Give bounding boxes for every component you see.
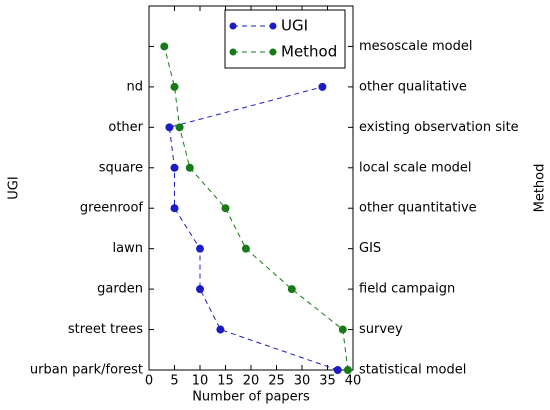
legend-box	[224, 9, 346, 69]
x-tick-label: 30	[294, 374, 311, 389]
legend-marker	[229, 22, 237, 30]
y2-axis-label: Method	[533, 164, 548, 213]
data-point	[338, 325, 347, 334]
y-tick-label: greenroof	[80, 201, 144, 216]
y2-tick-label: existing observation site	[359, 120, 519, 135]
x-tick-label: 25	[268, 374, 285, 389]
y-tick-label: garden	[97, 282, 143, 297]
y-tick-label: street trees	[68, 322, 143, 337]
data-point	[221, 204, 230, 213]
data-point	[318, 82, 327, 91]
data-point	[165, 123, 174, 132]
x-tick-label: 5	[170, 374, 178, 389]
legend-marker	[269, 48, 277, 56]
y2-tick-label: statistical model	[359, 363, 466, 378]
data-point	[333, 366, 342, 374]
x-tick-label: 20	[243, 374, 260, 389]
data-point	[160, 42, 169, 51]
legend-label: Method	[281, 43, 337, 61]
data-point	[196, 244, 204, 253]
y2-tick-label: field campaign	[359, 282, 455, 297]
x-tick-label: 40	[345, 374, 362, 389]
data-point	[170, 204, 179, 213]
data-point	[343, 366, 352, 374]
y2-tick-label: local scale model	[359, 160, 472, 175]
data-point	[196, 285, 204, 294]
y2-tick-label: survey	[359, 322, 403, 337]
y2-tick-label: mesoscale model	[359, 39, 473, 54]
series-line	[168, 86, 338, 371]
x-tick-label: 10	[192, 374, 209, 389]
data-point	[170, 163, 179, 172]
series-line	[163, 46, 349, 371]
legend-marker	[269, 22, 277, 30]
y-tick-label: nd	[127, 79, 144, 94]
data-point	[287, 285, 296, 294]
legend-label: UGI	[281, 17, 308, 35]
y-tick-label: square	[99, 160, 143, 175]
y-tick-label: other	[108, 120, 143, 135]
y2-tick-label: other qualitative	[359, 79, 467, 94]
y-axis-label: UGI	[7, 176, 22, 199]
data-point	[241, 244, 250, 253]
x-tick-label: 35	[319, 374, 336, 389]
y-tick-label: urban park/forest	[30, 363, 143, 378]
y2-tick-label: other quantitative	[359, 201, 477, 216]
y2-tick-label: GIS	[359, 241, 381, 256]
data-point	[185, 163, 194, 172]
data-point	[175, 123, 184, 132]
x-tick-label: 0	[145, 374, 153, 389]
x-axis-label: Number of papers	[192, 390, 310, 405]
legend-marker	[229, 48, 237, 56]
y-tick-label: lawn	[113, 241, 143, 256]
data-point	[216, 325, 225, 334]
data-point	[170, 82, 179, 91]
x-tick-label: 15	[217, 374, 234, 389]
